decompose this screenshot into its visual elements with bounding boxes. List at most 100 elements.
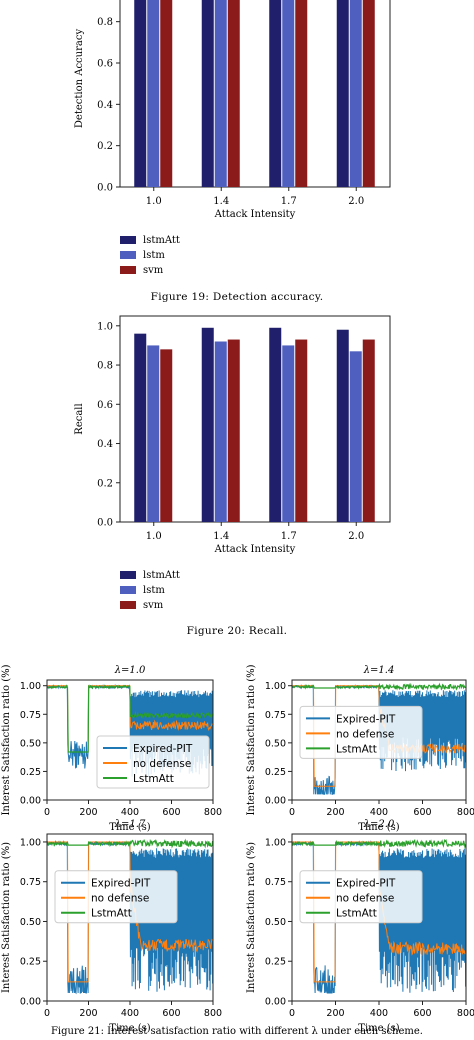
x-tick-label: 200 [79,1008,97,1019]
bar-lstmAtt-1.4 [201,327,214,522]
legend-swatch-svm [120,601,136,609]
x-axis-label: Attack Intensity [214,209,296,220]
x-tick-label: 400 [121,1008,139,1019]
line-lstmatt [291,682,466,691]
bar-lstmAtt-2.0 [336,0,349,188]
legend-label: Expired-PIT [336,713,396,725]
legend-label-lstm: lstm [143,250,165,261]
y-tick-label: 0.0 [97,518,113,529]
x-tick-label: 1.0 [146,531,162,542]
x-tick-label: 200 [79,807,97,818]
legend-box [299,870,423,924]
x-tick-label: 200 [326,807,344,818]
legend-label: no defense [91,893,149,905]
x-tick-label: 2.0 [348,196,364,207]
legend-label-lstm: lstm [143,585,165,596]
legend-label: no defense [336,728,394,740]
legend-label-svm: svm [143,265,164,276]
x-axis-label: Time (s) [358,1023,399,1034]
y-axis-label: Detection Accuracy [74,29,85,129]
legend-swatch-lstm [120,586,136,594]
bar-lstm-2.0 [349,351,362,522]
legend-label-svm: svm [143,600,164,611]
legend-box [299,705,423,759]
x-tick-label: 1.0 [146,196,162,207]
y-tick-label: 1.00 [20,837,41,848]
y-tick-label: 0.50 [265,917,286,928]
x-tick-label: 800 [457,1008,474,1019]
y-tick-label: 0.8 [97,361,113,372]
line-lstmatt [46,838,214,849]
y-tick-label: 0.25 [20,957,41,968]
legend-label-lstmAtt: lstmAtt [143,235,180,246]
isr-panel-4: 0.000.250.500.751.000 200 400 600 800λ=2.0Ti… [246,819,474,1034]
x-tick-label: 800 [457,807,474,818]
x-tick-label: 800 [204,807,222,818]
x-tick-label: 0 [289,1008,295,1019]
x-tick-label: 200 [326,1008,344,1019]
bar-lstmAtt-1.4 [201,0,214,188]
y-tick-label: 1.00 [20,681,41,692]
x-tick-label: 600 [162,807,180,818]
line-lstmatt [291,838,467,849]
y-tick-label: 0.8 [97,17,113,28]
bar-svm-1.0 [160,0,173,187]
x-tick-label: 800 [204,1008,222,1019]
x-tick-label: 1.7 [281,196,297,207]
bar-lstmAtt-1.0 [134,0,147,187]
y-tick-label: 0.2 [97,141,113,152]
legend-label: LstmAtt [336,743,377,755]
y-tick-label: 0.00 [265,796,286,807]
y-tick-label: 0.6 [97,59,113,70]
x-tick-label: 1.7 [281,531,297,542]
line-no-defense [292,841,466,983]
x-tick-label: 400 [370,1008,388,1019]
x-tick-label: 0 [44,807,50,818]
y-tick-label: 0.50 [265,738,286,749]
x-tick-label: 400 [121,807,139,818]
x-tick-label: 600 [162,1008,180,1019]
bar-lstmAtt-1.0 [134,333,147,522]
y-tick-label: 0.00 [265,997,286,1008]
legend-label: no defense [336,893,394,905]
legend-swatch-svm [120,266,136,274]
bar-svm-1.0 [160,349,173,522]
y-tick-label: 1.00 [265,681,286,692]
legend-label: no defense [133,758,191,770]
bar-svm-2.0 [362,339,375,522]
line-lstmatt [47,684,214,753]
bar-svm-1.7 [295,339,308,522]
bar-svm-2.0 [362,0,375,187]
legend-label: LstmAtt [336,908,377,920]
x-tick-label: 600 [413,1008,431,1019]
y-tick-label: 0.75 [20,710,41,721]
bar-svm-1.4 [227,339,240,522]
bar-lstm-1.7 [282,0,295,187]
bar-lstmAtt-1.7 [269,0,282,188]
bar-lstm-1.7 [282,345,295,522]
panel-title: λ=1.0 [114,665,146,676]
legend-label: Expired-PIT [336,878,396,890]
y-tick-label: 0.75 [265,710,286,721]
panel-title: λ=1.4 [363,665,395,676]
y-axis-label: Interest Satisfaction ratio (%) [246,842,257,993]
x-axis-label: Time (s) [358,822,399,833]
figure-caption: Figure 20: Recall. [187,625,288,637]
y-tick-label: 0.00 [20,997,41,1008]
y-tick-label: 0.2 [97,478,113,489]
y-axis-label: Recall [74,403,85,434]
y-tick-label: 0.25 [265,957,286,968]
x-tick-label: 600 [413,807,431,818]
legend-swatch-lstmAtt [120,236,136,244]
y-axis-label: Interest Satisfaction ratio (%) [1,664,12,815]
figure-caption: Figure 19: Detection accuracy. [151,291,324,303]
figure-caption: Figure 21: Interest satisfaction ratio w… [51,1026,423,1037]
legend-label: Expired-PIT [133,743,193,755]
legend-label: LstmAtt [91,908,132,920]
x-tick-label: 2.0 [348,531,364,542]
y-tick-label: 0.4 [97,100,113,111]
y-tick-label: 0.50 [20,917,41,928]
plot-frame [119,315,391,523]
bar-lstmAtt-2.0 [336,329,349,522]
x-tick-label: 1.4 [213,531,229,542]
